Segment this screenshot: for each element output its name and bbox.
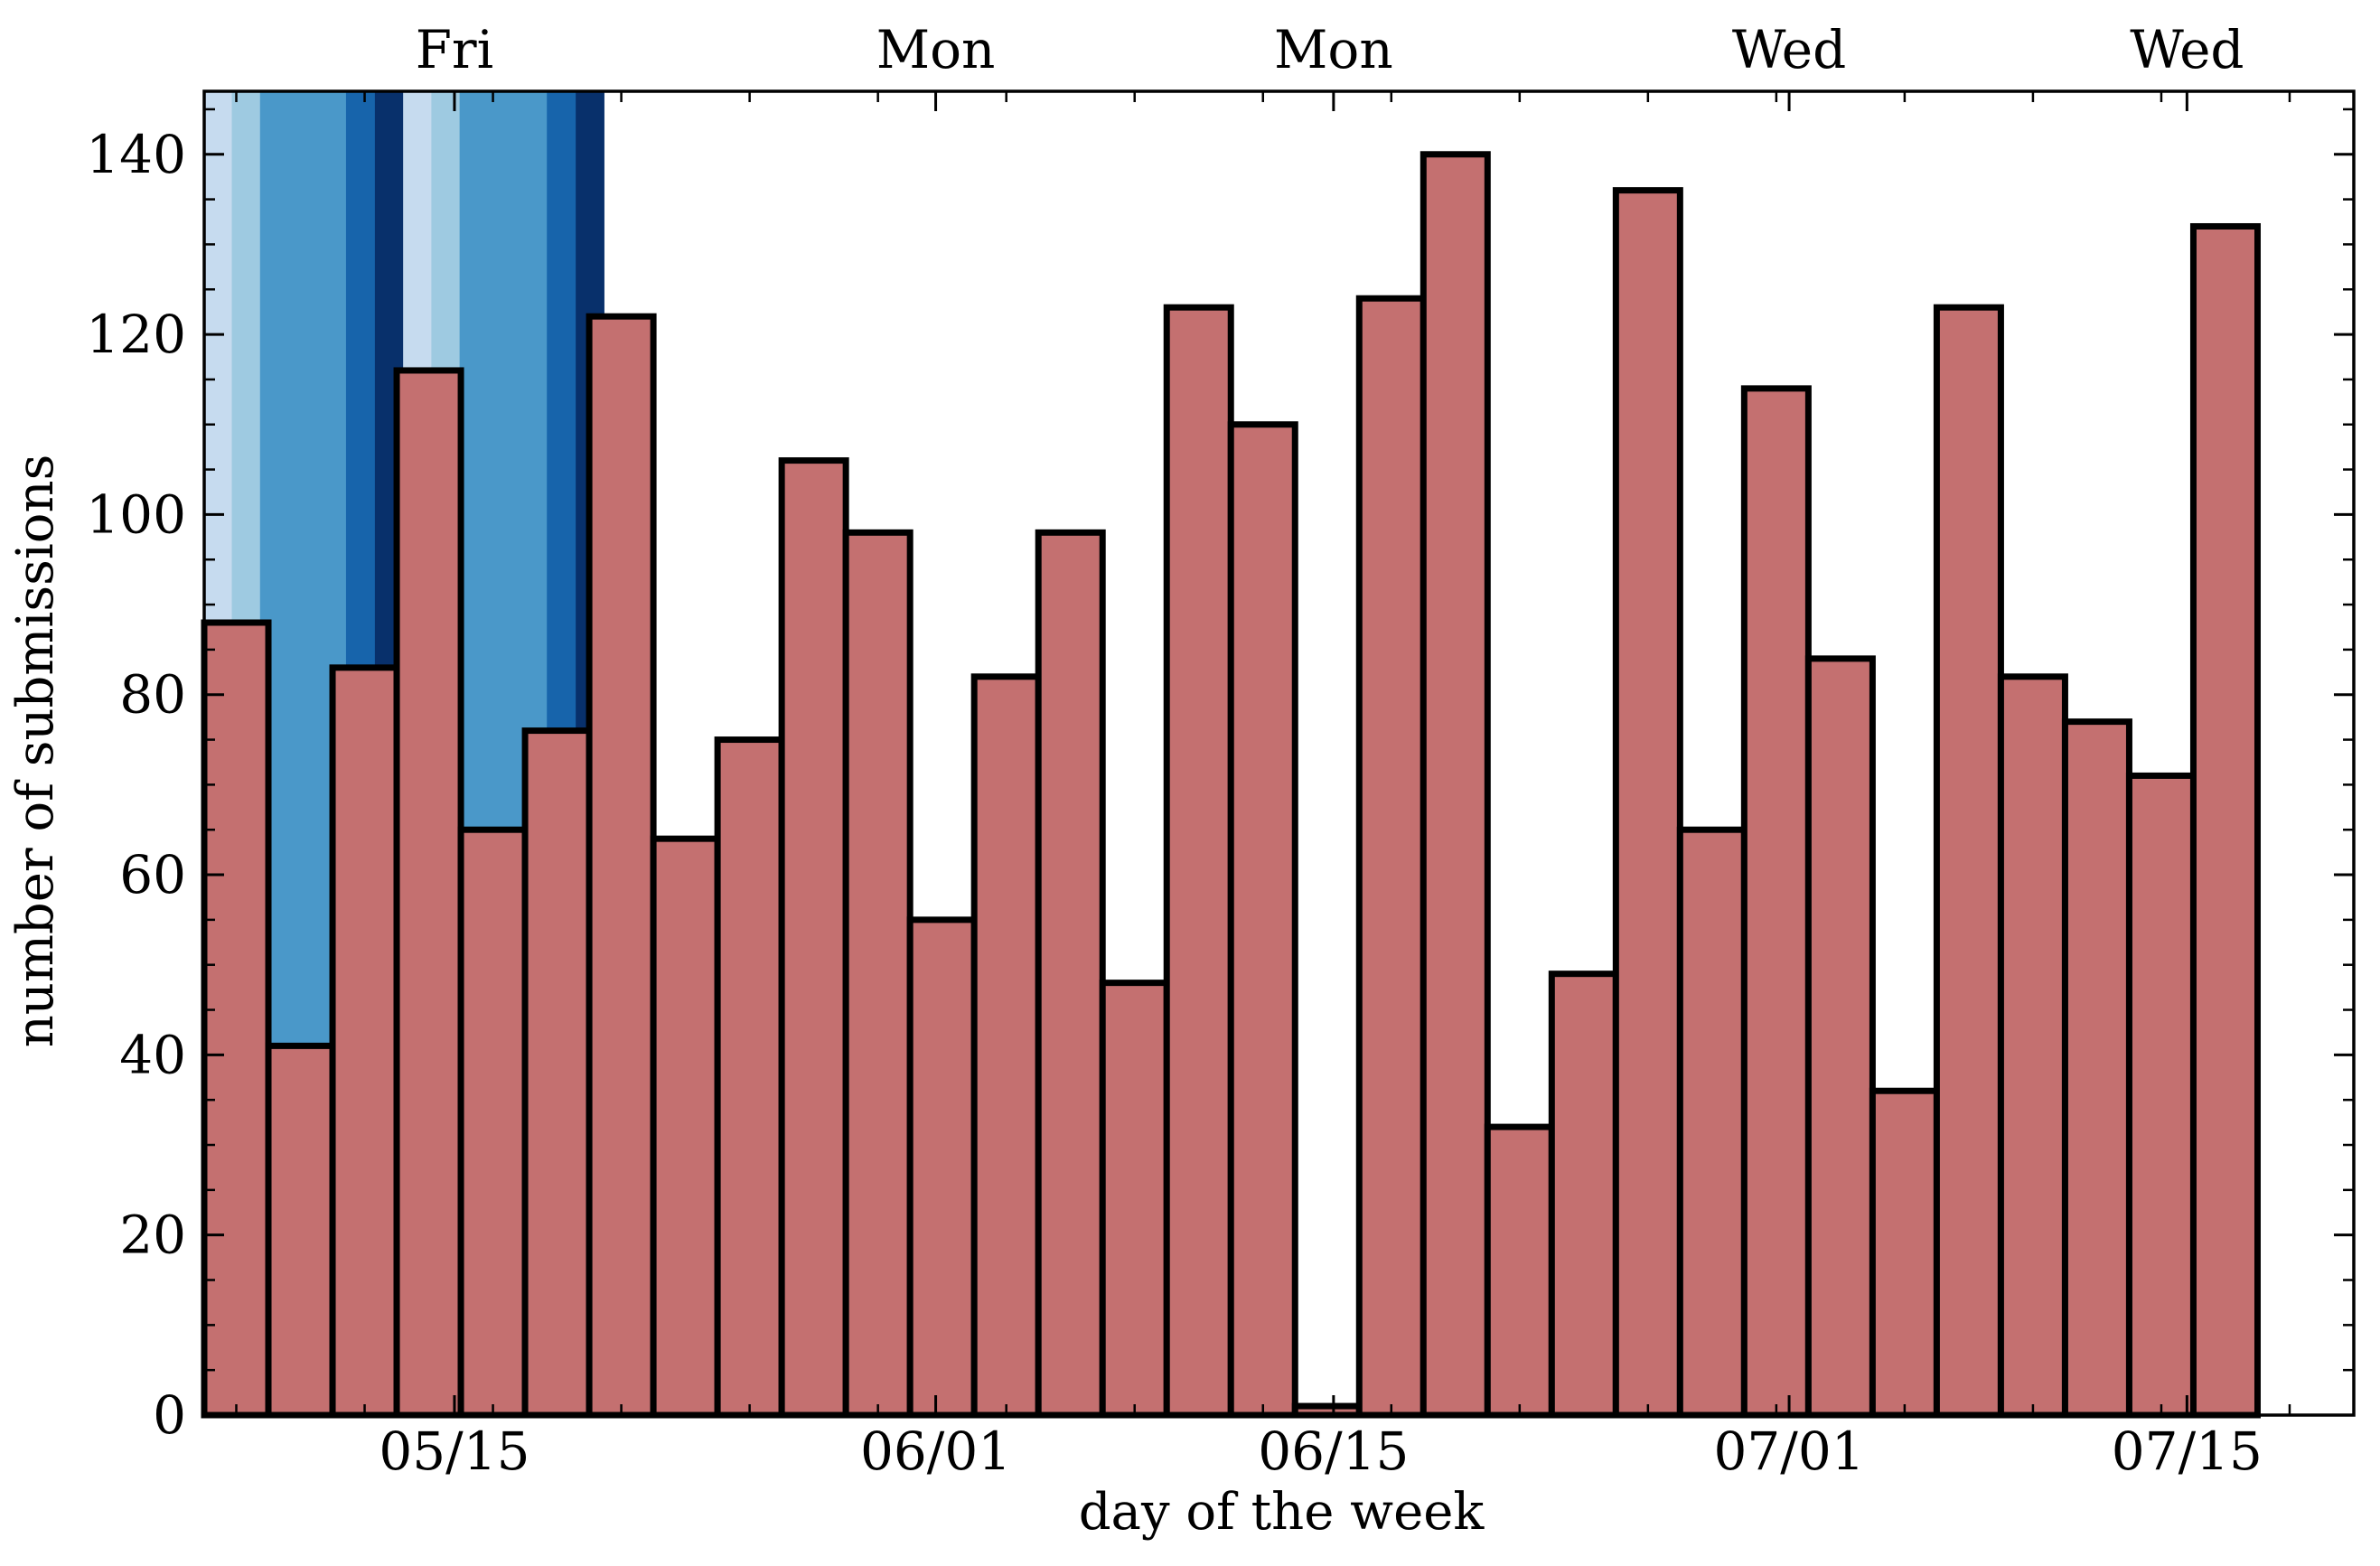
bar-9	[778, 457, 849, 1419]
y-tick-label-2: 40	[119, 1024, 186, 1085]
y-tick-label-5: 100	[86, 483, 186, 545]
bar-7	[650, 835, 721, 1419]
bar-31	[2189, 222, 2261, 1419]
bar-2	[329, 664, 400, 1419]
bar-0	[201, 619, 272, 1419]
bar-25	[1804, 655, 1876, 1419]
bar-27	[1933, 304, 2004, 1419]
bar-21	[1548, 971, 1619, 1419]
top-tick-label-4: Wed	[2130, 19, 2244, 80]
bar-4	[457, 826, 529, 1419]
bar-24	[1740, 385, 1812, 1419]
bar-28	[1997, 673, 2068, 1419]
top-tick-label-2: Mon	[1274, 19, 1393, 80]
bar-1	[265, 1042, 336, 1419]
x-tick-label-3: 07/01	[1713, 1421, 1864, 1482]
bar-16	[1227, 421, 1298, 1419]
y-tick-label-7: 140	[86, 124, 186, 185]
bar-18	[1355, 295, 1427, 1419]
bar-8	[714, 736, 785, 1419]
bar-23	[1676, 826, 1748, 1419]
x-tick-label-2: 06/15	[1258, 1421, 1409, 1482]
y-tick-label-0: 0	[153, 1384, 186, 1446]
y-tick-label-3: 60	[119, 844, 186, 905]
bar-30	[2125, 772, 2197, 1419]
bar-12	[970, 673, 1042, 1419]
y-axis-title: number of submissions	[6, 455, 65, 1048]
top-tick-label-0: Fri	[416, 19, 494, 80]
bar-20	[1484, 1123, 1555, 1419]
bar-6	[586, 313, 657, 1419]
plot-frame	[202, 89, 2356, 1417]
bar-11	[906, 916, 978, 1419]
y-tick-label-4: 80	[119, 664, 186, 726]
x-tick-label-4: 07/15	[2112, 1421, 2263, 1482]
x-tick-label-1: 06/01	[860, 1421, 1011, 1482]
y-tick-label-6: 120	[86, 304, 186, 365]
bar-19	[1420, 151, 1491, 1419]
bar-26	[1869, 1087, 1940, 1419]
bar-29	[2061, 718, 2132, 1419]
y-tick-label-1: 20	[119, 1205, 186, 1266]
bar-13	[1035, 529, 1106, 1419]
axes: 0 20 40 60 80 100 120 140 05/15 06/01 06/15 07/01 07…	[86, 19, 2356, 1482]
top-tick-label-1: Mon	[876, 19, 996, 80]
x-tick-label-0: 05/15	[379, 1421, 529, 1482]
bar-14	[1099, 980, 1170, 1419]
bar-15	[1163, 304, 1234, 1419]
bar-3	[393, 367, 464, 1419]
x-axis-title: day of the week	[1079, 1483, 1485, 1542]
bar-22	[1612, 187, 1683, 1419]
top-tick-label-3: Wed	[1732, 19, 1846, 80]
bar-5	[521, 727, 593, 1419]
bar-10	[842, 529, 914, 1419]
